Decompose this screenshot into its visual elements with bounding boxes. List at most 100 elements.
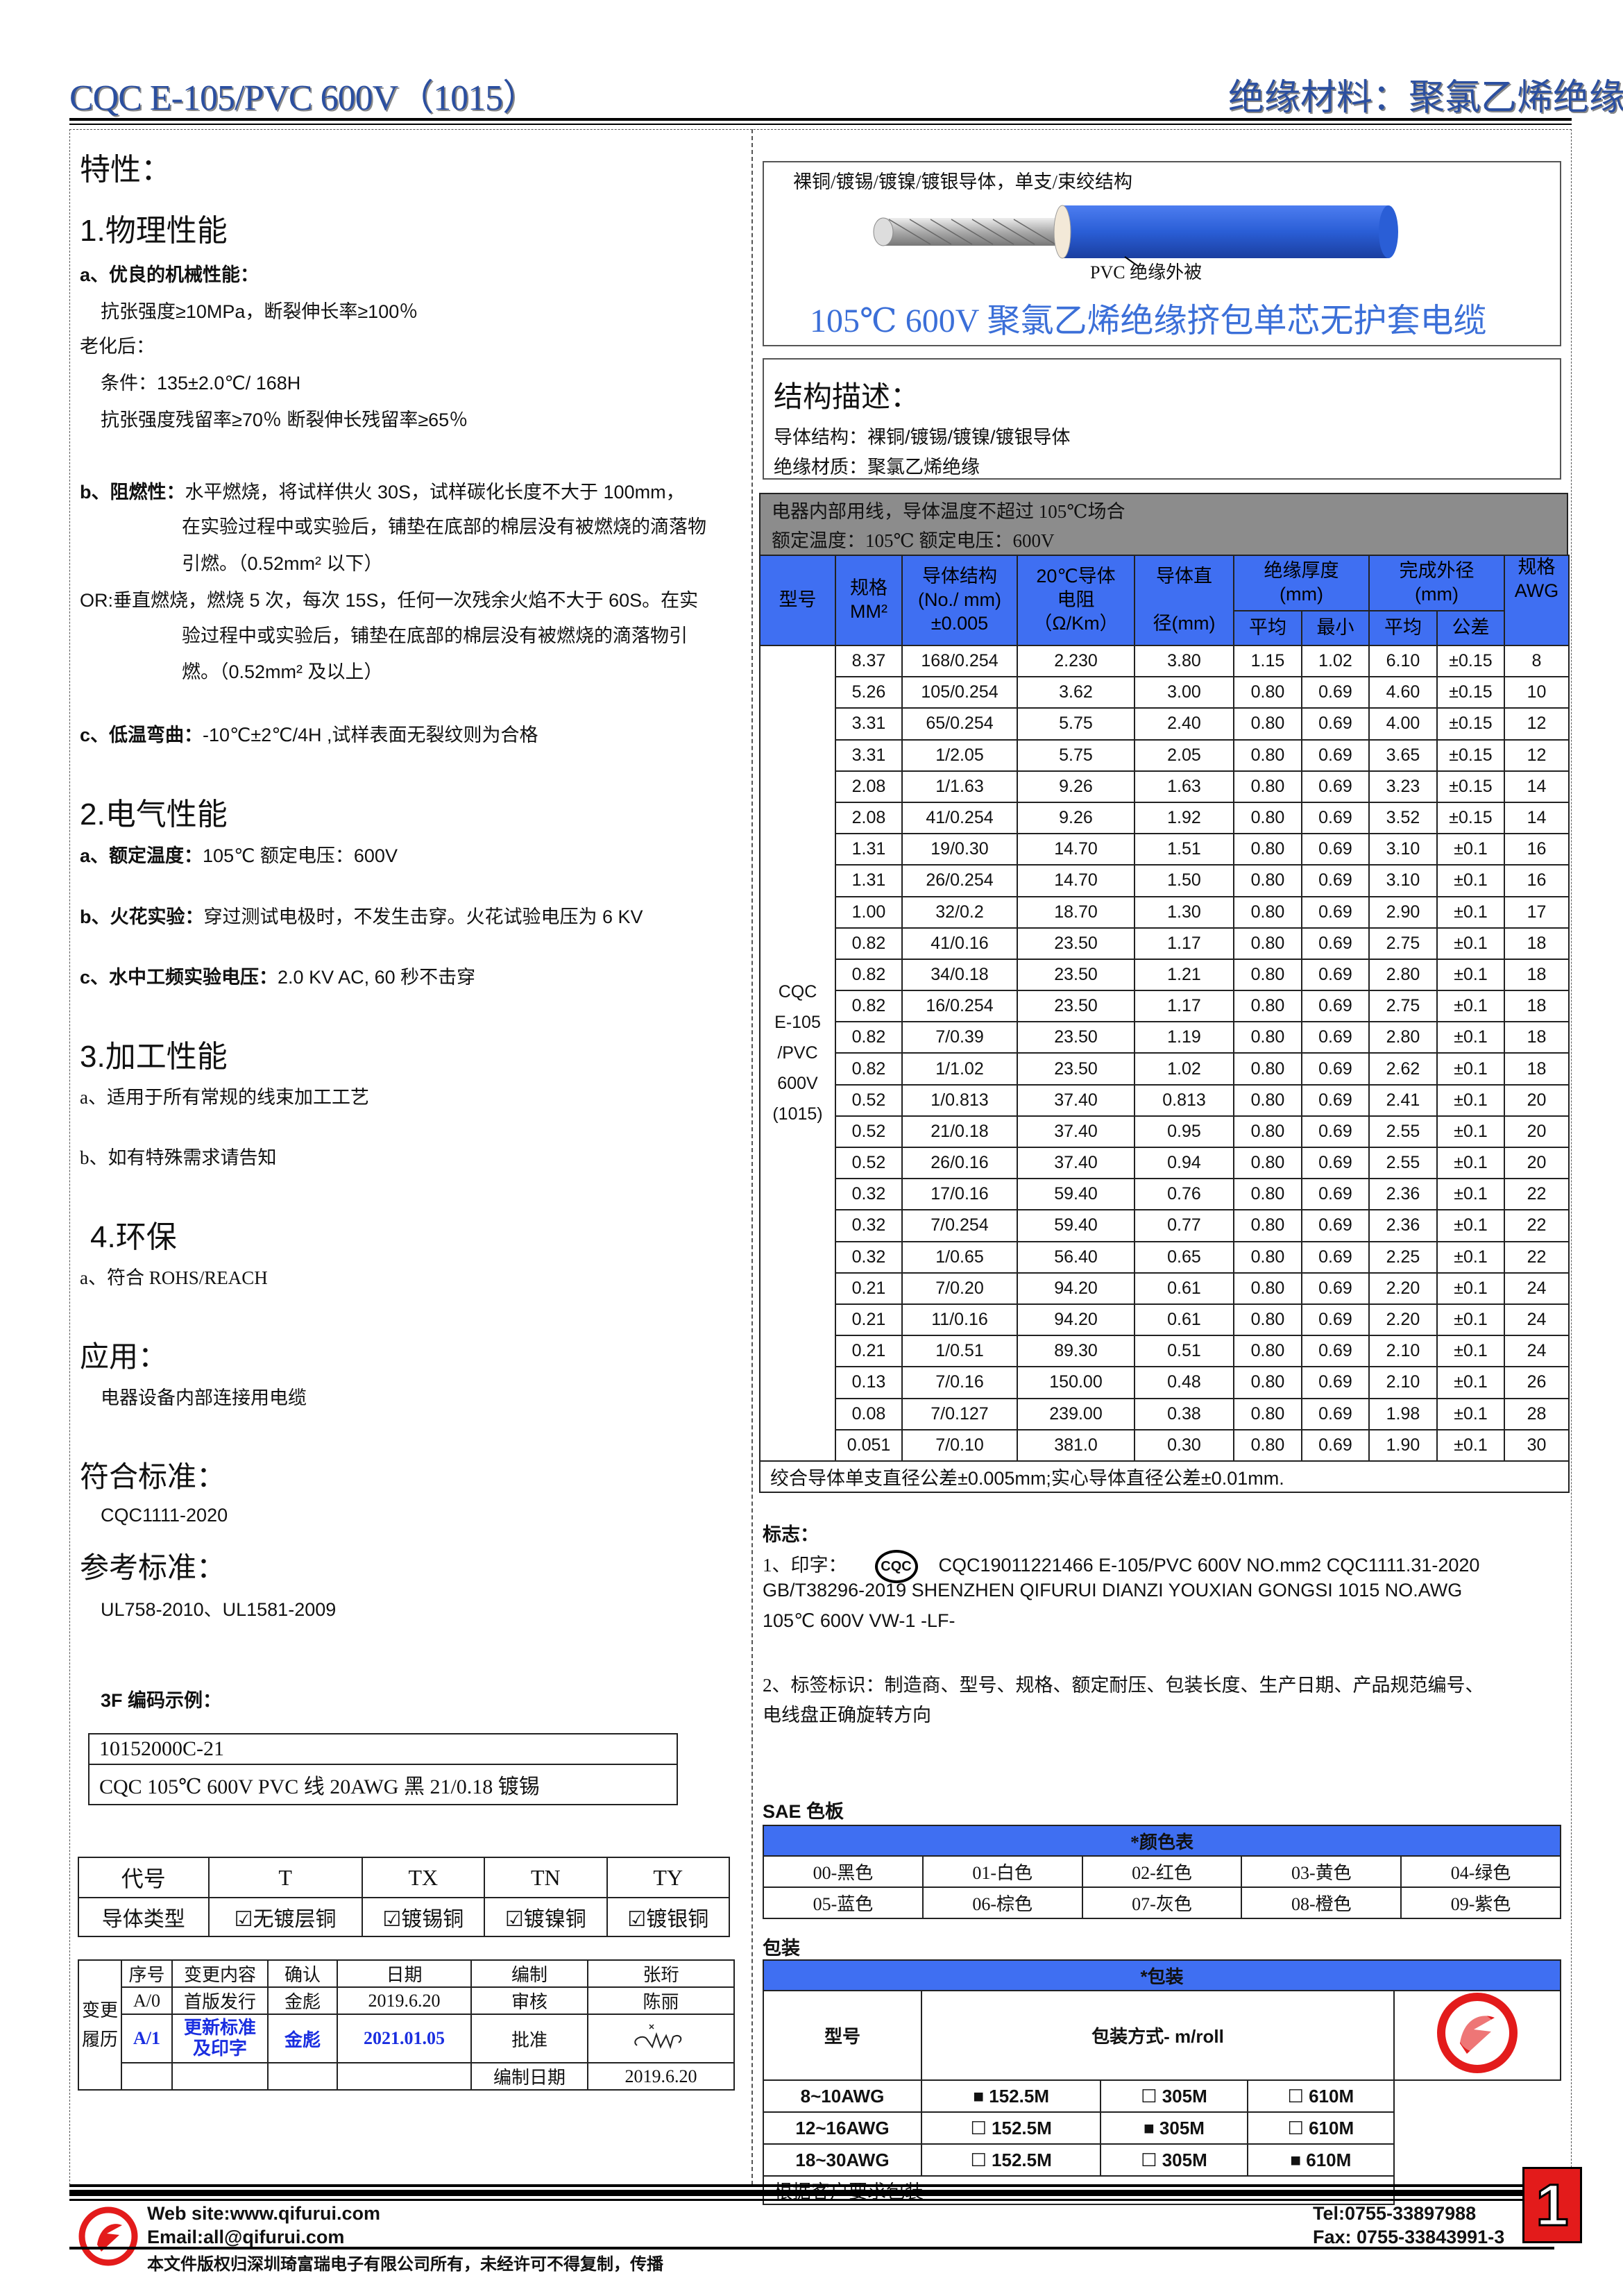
packaging-option[interactable]: ☐ 610M (1246, 2079, 1395, 2113)
color-swatch-item: 06-棕色 (921, 1886, 1083, 1919)
spec-cell: 0.21 (835, 1303, 903, 1337)
spec-cell: 23.50 (1017, 1052, 1135, 1086)
spec-cell: 0.30 (1134, 1428, 1234, 1462)
checkbox-empty-icon: ☐ (1287, 2085, 1309, 2107)
spec-cell: 0.21 (835, 1335, 903, 1368)
spec-cell: 0.80 (1233, 1428, 1302, 1462)
spec-cell: 0.69 (1301, 1021, 1370, 1054)
conductor-type-t[interactable]: ☑无镀层铜 (207, 1897, 363, 1937)
spec-cell: 0.80 (1233, 770, 1302, 803)
spec-cell: 0.69 (1301, 676, 1370, 709)
checkbox-checked-icon: ☑ (627, 1908, 647, 1931)
wire-drawing (873, 205, 1398, 267)
packaging-option[interactable]: ☐ 152.5M (920, 2143, 1102, 2177)
spec-cell: 0.80 (1233, 958, 1302, 992)
spec-cell: 23.50 (1017, 927, 1135, 960)
code-example-box: 10152000C-21 CQC 105℃ 600V PVC 线 20AWG 黑… (88, 1733, 678, 1805)
spec-cell: ±0.1 (1436, 1366, 1505, 1399)
model-line: (1015) (772, 1104, 823, 1124)
spec-cell: 0.80 (1233, 990, 1302, 1023)
aging-condition: 条件：135±2.0℃/ 168H (101, 373, 301, 394)
spec-cell: 24 (1504, 1272, 1570, 1305)
spec-cell: 0.65 (1134, 1240, 1234, 1274)
spec-cell: 8.37 (835, 644, 903, 678)
spec-cell: 5.26 (835, 676, 903, 709)
conductor-type-tx[interactable]: ☑镀锡铜 (361, 1897, 486, 1937)
page-number: 1 (1522, 2167, 1582, 2243)
standard-text: CQC1111-2020 (101, 1505, 228, 1526)
spec-cell: 4.60 (1368, 676, 1438, 709)
cqc-logo: CQC (874, 1550, 918, 1583)
spec-cell: 21/0.18 (901, 1115, 1018, 1149)
flame-label: b、阻燃性： (80, 482, 185, 503)
spec-cell: 59.40 (1017, 1178, 1135, 1211)
website-link[interactable]: Web site:www.qifurui.com (147, 2203, 381, 2224)
rated-temp-text: 105℃ 额定电压：600V (203, 845, 398, 866)
color-swatch-item: 02-红色 (1081, 1855, 1243, 1888)
flame-text-1: 水平燃烧，将试样供火 30S，试样碳化长度不大于 100mm， (185, 482, 685, 503)
spec-cell: ±0.1 (1436, 1146, 1505, 1180)
packaging-option[interactable]: ☐ 305M (1100, 2143, 1248, 2177)
spec-cell: 2.25 (1368, 1240, 1438, 1274)
spec-cell: ±0.1 (1436, 864, 1505, 897)
spec-cell: 7/0.20 (901, 1272, 1018, 1305)
spec-cell: 2.41 (1368, 1083, 1438, 1117)
spec-row: 0.82 34/0.18 23.50 1.21 0.80 0.69 2.80 ±0.1 18 (760, 958, 1570, 992)
footer-rule-3 (69, 2199, 1554, 2201)
label-info-2: 电线盘正确旋转方向 (763, 1705, 931, 1725)
spec-cell: 1.00 (835, 895, 903, 929)
spec-row: 0.32 1/0.65 56.40 0.65 0.80 0.69 2.25 ±0.1 22 (760, 1240, 1570, 1274)
cold-bend-label: c、低温弯曲： (80, 725, 203, 745)
footer-rule-2 (69, 2190, 1554, 2196)
spec-row: 0.051 7/0.10 381.0 0.30 0.80 0.69 1.90 ±0.1 30 (760, 1428, 1570, 1462)
spec-cell: 0.82 (835, 1021, 903, 1054)
spec-row: 5.26 105/0.254 3.62 3.00 0.80 0.69 4.60 ±0.15 10 (760, 676, 1570, 709)
packaging-option[interactable]: ☐ 610M (1246, 2111, 1395, 2145)
packaging-option[interactable]: ☐ 152.5M (920, 2111, 1102, 2145)
packaging-option[interactable]: ☐ 305M (1100, 2079, 1248, 2113)
environment-heading: 4.环保 (90, 1220, 177, 1254)
document-title: CQC E-105/PVC 600V（1015） (69, 78, 538, 118)
spec-cell: 18 (1504, 990, 1570, 1023)
spec-cell: 0.80 (1233, 1083, 1302, 1117)
structure-insulation: 绝缘材质：聚氯乙烯绝缘 (774, 457, 980, 478)
spec-cell: 0.69 (1301, 958, 1370, 992)
spec-cell: 24 (1504, 1335, 1570, 1368)
label-info-1: 2、标签标识：制造商、型号、规格、额定耐压、包装长度、生产日期、产品规范编号、 (763, 1675, 1484, 1696)
checkbox-empty-icon: ☐ (970, 2149, 992, 2170)
col-ins-avg: 平均 (1233, 610, 1302, 646)
spec-cell: 2.10 (1368, 1366, 1438, 1399)
structure-box: 结构描述： 导体结构：裸铜/镀锡/镀镍/镀银导体 绝缘材质：聚氯乙烯绝缘 (763, 358, 1561, 480)
mechanical-label: a、优良的机械性能： (80, 264, 260, 285)
spec-cell: 1.92 (1134, 801, 1234, 835)
rev-a1-date: 2021.01.05 (337, 2014, 472, 2063)
flame-text-2: 在实验过程中或实验后，铺垫在底部的棉层没有被燃烧的滴落物 (182, 516, 706, 537)
spec-row: 0.21 11/0.16 94.20 0.61 0.80 0.69 2.20 ±0.1 24 (760, 1303, 1570, 1337)
spec-cell: ±0.1 (1436, 1178, 1505, 1211)
packaging-option[interactable]: ■ 152.5M (920, 2079, 1102, 2113)
spec-cell: 7/0.127 (901, 1397, 1018, 1430)
spec-cell: ±0.1 (1436, 1115, 1505, 1149)
material-category: 绝缘材料：聚氯乙烯绝缘 (1228, 78, 1623, 118)
spec-cell: 0.52 (835, 1146, 903, 1180)
packaging-option[interactable]: ■ 610M (1246, 2143, 1395, 2177)
spec-cell: ±0.15 (1436, 738, 1505, 772)
spec-cell: 2.08 (835, 801, 903, 835)
spec-cell: 0.21 (835, 1272, 903, 1305)
fax-number: Fax: 0755-33843991-3 (1313, 2227, 1505, 2247)
spec-cell: 1.02 (1134, 1052, 1234, 1086)
spec-cell: 19/0.30 (901, 833, 1018, 866)
model-line: 600V (777, 1074, 818, 1094)
email-link[interactable]: Email:all@qifurui.com (147, 2227, 345, 2247)
spec-cell: 0.69 (1301, 1115, 1370, 1149)
spec-cell: 14.70 (1017, 864, 1135, 897)
conductor-type-ty[interactable]: ☑镀银铜 (606, 1897, 731, 1937)
spec-cell: 1.17 (1134, 927, 1234, 960)
application-text: 电器设备内部连接用电缆 (101, 1387, 307, 1408)
spec-cell: ±0.1 (1436, 1083, 1505, 1117)
conductor-type-tn[interactable]: ☑镀镍铜 (484, 1897, 608, 1937)
packaging-option[interactable]: ■ 305M (1100, 2111, 1248, 2145)
spec-cell: 3.80 (1134, 644, 1234, 678)
revision-history-table: 变更履历 序号 变更内容 确认 日期 编制 张珩 A/0 首版发行 金彪 201… (78, 1959, 735, 2091)
color-table-header: *颜色表 (763, 1825, 1561, 1857)
